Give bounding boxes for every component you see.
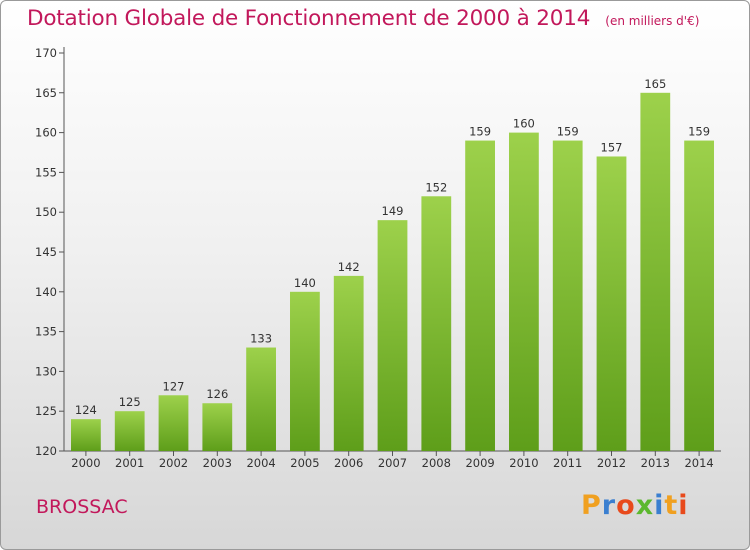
data-label-2004: 133 <box>250 332 272 346</box>
y-tick-label: 135 <box>35 325 57 339</box>
bars <box>71 92 714 452</box>
bar-2005 <box>290 291 320 451</box>
x-tick-label-2013: 2013 <box>641 456 670 470</box>
data-label-2007: 149 <box>382 204 404 218</box>
x-tick-label-2012: 2012 <box>597 456 626 470</box>
data-label-2001: 125 <box>119 395 141 409</box>
x-tick-label-2000: 2000 <box>71 456 100 470</box>
data-label-2013: 165 <box>644 77 666 91</box>
logo-letter: x <box>635 490 655 521</box>
data-label-2000: 124 <box>75 403 97 417</box>
bar-2009 <box>465 140 495 451</box>
bar-2011 <box>552 140 583 451</box>
y-tick-label: 160 <box>35 126 57 140</box>
x-tick-label-2011: 2011 <box>553 456 582 470</box>
x-tick-label-2010: 2010 <box>509 456 538 470</box>
bar-2006 <box>333 275 364 451</box>
x-tick-label-2006: 2006 <box>334 456 363 470</box>
logo-letter: t <box>664 490 679 521</box>
x-tick-label-2004: 2004 <box>246 456 275 470</box>
logo-letter: P <box>581 490 602 521</box>
bar-2000 <box>71 419 101 451</box>
y-tick-label: 145 <box>35 245 57 259</box>
bar-2002 <box>158 395 189 451</box>
logo-letter: i <box>654 490 665 521</box>
bar-2012 <box>596 156 627 452</box>
x-tick-label-2007: 2007 <box>378 456 407 470</box>
chart-subtitle: (en milliers d'€) <box>605 14 700 28</box>
y-tick-label: 170 <box>35 46 57 60</box>
x-tick-label-2005: 2005 <box>290 456 319 470</box>
y-tick-label: 120 <box>35 444 57 458</box>
bar-2014 <box>684 140 714 451</box>
logo-letter: r <box>601 490 617 521</box>
data-label-2010: 160 <box>513 117 535 131</box>
data-label-2002: 127 <box>163 379 185 393</box>
axes: 120 125 130 135 140 145 150 155 160 165 170 2000 200… <box>35 46 721 470</box>
commune-name: BROSSAC <box>36 496 128 518</box>
chart-title: Dotation Globale de Fonctionnement de 20… <box>27 6 591 31</box>
x-tick-label-2001: 2001 <box>115 456 144 470</box>
data-label-2006: 142 <box>338 260 360 274</box>
bar-2008 <box>421 196 452 451</box>
y-tick-label: 150 <box>35 205 57 219</box>
x-tick-label-2009: 2009 <box>465 456 494 470</box>
bar-2007 <box>377 220 408 451</box>
x-tick-label-2008: 2008 <box>422 456 451 470</box>
proxiti-logo: Proxiti <box>581 490 689 521</box>
x-tick-label-2014: 2014 <box>684 456 713 470</box>
y-tick-label: 140 <box>35 285 57 299</box>
bar-2013 <box>640 92 671 452</box>
y-tick-label: 125 <box>35 404 57 418</box>
data-label-2008: 152 <box>425 180 447 194</box>
logo-letter: o <box>616 490 636 521</box>
data-label-2012: 157 <box>601 140 623 154</box>
data-label-2005: 140 <box>294 276 316 290</box>
logo-letter: i <box>678 490 689 521</box>
x-tick-label-2002: 2002 <box>159 456 188 470</box>
bar-2010 <box>509 132 539 451</box>
data-label-2009: 159 <box>469 125 491 139</box>
title-row: Dotation Globale de Fonctionnement de 20… <box>27 6 699 31</box>
x-tick-label-2003: 2003 <box>203 456 232 470</box>
bar-2004 <box>246 347 276 451</box>
y-tick-label: 155 <box>35 165 57 179</box>
data-label-2014: 159 <box>688 125 710 139</box>
y-tick-label: 130 <box>35 364 57 378</box>
bar-2001 <box>114 411 145 451</box>
bar-2003 <box>202 403 233 451</box>
data-label-2003: 126 <box>206 387 228 401</box>
data-labels: 124 125 127 126 133 140 142 149 152 159 160 159 157 1… <box>75 77 710 417</box>
data-label-2011: 159 <box>557 125 579 139</box>
y-tick-label: 165 <box>35 86 57 100</box>
